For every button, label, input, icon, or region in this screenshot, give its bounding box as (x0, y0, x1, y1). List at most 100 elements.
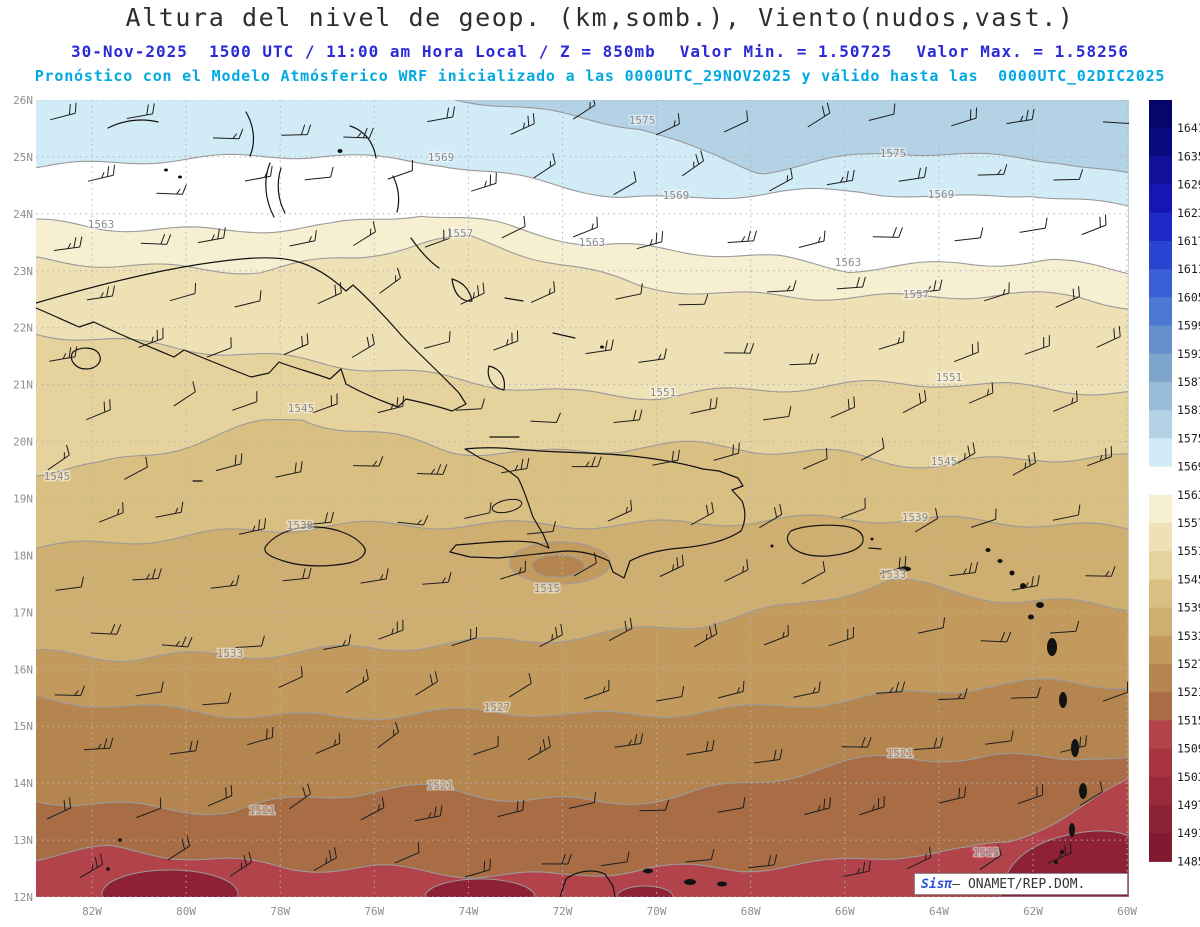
wind-barb (979, 844, 1002, 871)
valor-min-text: Valor Min. = 1.50725 (679, 42, 893, 61)
wind-barb-staff (693, 633, 718, 648)
wind-barb-tick (234, 454, 237, 466)
wind-barb-tick (742, 797, 746, 808)
lat-label: 25N (13, 151, 33, 164)
wind-barb-tick (307, 783, 312, 794)
wind-barb-tick (1077, 504, 1081, 516)
wind-barb-tick (821, 105, 826, 117)
wind-barb-staff (527, 746, 551, 761)
wind-barb-tick (524, 560, 526, 572)
contour-label: 1539 (902, 511, 929, 524)
wind-barb-tick (223, 227, 226, 238)
wind-barb (1024, 335, 1050, 355)
watermark: Sisπ – ONAMET/REP.DOM. (914, 873, 1128, 895)
wind-barb-tick (933, 280, 937, 291)
wind-barb-tick (881, 437, 885, 449)
wind-barb-tick (379, 574, 384, 581)
wind-barb-tick (1099, 454, 1103, 461)
wind-barb-staff (767, 290, 794, 293)
colorbar-label: 1515 (1177, 713, 1200, 727)
wind-barb-tick (747, 230, 752, 242)
wind-barb (762, 406, 792, 421)
contour-line-1563 (36, 215, 1129, 275)
wind-barb-tick (306, 333, 309, 345)
wind-barb-tick (271, 726, 274, 738)
wind-barb-tick (434, 671, 439, 682)
wind-barb-tick (442, 464, 448, 475)
wind-barb (47, 444, 70, 471)
wind-barb-tick (394, 722, 400, 733)
wind-barb-tick (671, 450, 675, 462)
wind-barb-staff (207, 795, 233, 807)
wind-barb (859, 796, 885, 816)
wind-barb (915, 508, 939, 533)
wind-barb-tick (68, 347, 72, 358)
wind-barb (980, 631, 1012, 643)
wind-barb-staff (613, 181, 637, 196)
wind-barb-tick (263, 518, 267, 529)
wind-barb (136, 797, 162, 819)
wind-barb-tick (381, 797, 385, 808)
contour-line-1539 (36, 514, 1129, 549)
wind-barb-staff (639, 809, 666, 812)
wind-barb-staff (283, 343, 309, 355)
wind-barb-tick (522, 799, 525, 811)
wind-barb-tick (97, 743, 102, 750)
colorbar-cell (1149, 494, 1172, 524)
wind-barb (289, 783, 312, 810)
wind-barb-tick (969, 109, 972, 120)
wind-barb-staff (378, 629, 404, 640)
island (770, 544, 774, 548)
coastline (36, 257, 467, 412)
wind-barb-tick (649, 239, 653, 246)
wind-barb-tick (704, 293, 709, 305)
wind-barb-tick (472, 292, 475, 299)
wind-barb-tick (489, 174, 492, 186)
colorbar-label: 1533 (1177, 629, 1200, 643)
coastline (264, 526, 366, 567)
wind-barb-staff (282, 577, 309, 582)
contour-label: 1551 (936, 371, 963, 384)
contour-label: 1521 (249, 804, 276, 817)
wind-barb (1079, 781, 1103, 806)
wind-barb-staff (377, 731, 399, 749)
wind-barb-tick (174, 507, 179, 514)
wind-barb-tick (918, 392, 922, 404)
wind-barb-tick (447, 571, 452, 583)
contour-line-1533 (36, 578, 1129, 663)
wind-barb-staff (155, 511, 182, 518)
lat-label: 22N (13, 322, 33, 335)
wind-barb-staff (198, 237, 224, 244)
wind-barb-tick (1128, 113, 1129, 124)
wind-barb-tick (80, 576, 84, 588)
wind-barb-tick (145, 573, 151, 580)
wind-barb-tick (334, 284, 337, 296)
wind-barb-tick (640, 283, 643, 294)
wind-barb-tick (448, 331, 451, 342)
wind-barb-tick (366, 336, 370, 348)
wind-barb-tick (391, 628, 394, 635)
wind-barb-tick (889, 686, 894, 693)
wind-barb-tick (74, 346, 78, 357)
wind-barb-staff (161, 644, 188, 648)
wind-barb (235, 635, 265, 648)
wind-barb (508, 672, 532, 698)
wind-barb-tick (430, 468, 436, 475)
wind-barb-tick (157, 568, 162, 579)
colorbar-label: 1587 (1177, 375, 1200, 389)
wind-barb (173, 381, 196, 407)
wind-barb (878, 331, 905, 350)
wind-barb-tick (1010, 730, 1014, 741)
coastline (451, 278, 473, 302)
wind-barb-staff (584, 690, 610, 700)
wind-barb-tick (856, 867, 861, 874)
wind-barb-staff (1081, 224, 1107, 236)
lat-label: 13N (13, 834, 33, 847)
wind-barb-tick (300, 461, 303, 472)
wind-barb-staff (607, 510, 632, 522)
wind-barb (238, 518, 267, 535)
wind-barb-tick (101, 172, 105, 179)
wind-barb-tick (638, 409, 643, 420)
wind-barb-tick (867, 737, 872, 748)
wind-barb-tick (1019, 115, 1024, 122)
